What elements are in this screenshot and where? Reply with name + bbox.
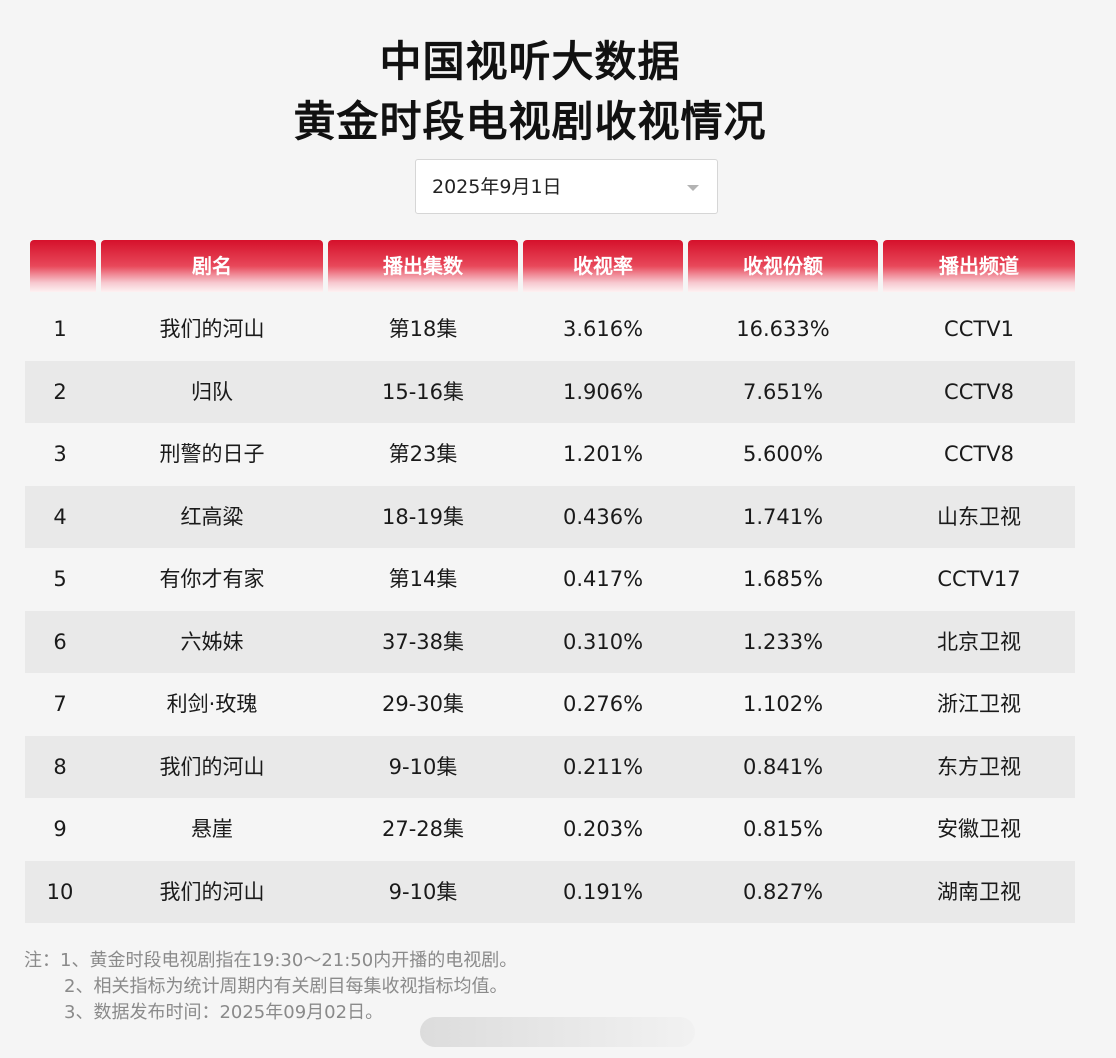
date-select[interactable]: 2025年9月1日 — [415, 159, 718, 214]
cell-channel: 北京卫视 — [937, 630, 1021, 654]
cell-rating: 0.310% — [562, 630, 644, 654]
cell-rank: 1 — [53, 317, 67, 341]
cell-name: 有你才有家 — [159, 567, 265, 591]
cell-rank: 6 — [53, 630, 67, 654]
cell-name: 刑警的日子 — [159, 442, 265, 466]
date-select-value: 2025年9月1日 — [432, 176, 562, 198]
cell-rank: 2 — [53, 380, 67, 404]
table-row: 8 我们的河山 9-10集 0.211% 0.841% 东方卫视 — [25, 736, 1075, 798]
header-episodes: 播出集数 — [328, 240, 518, 292]
header-rank — [30, 240, 96, 292]
cell-name: 六姊妹 — [180, 630, 244, 654]
cell-name: 悬崖 — [191, 817, 233, 841]
cell-channel: 东方卫视 — [937, 755, 1021, 779]
cell-share: 1.233% — [742, 630, 824, 654]
cell-name: 红高粱 — [180, 505, 244, 529]
cell-episodes: 27-28集 — [381, 817, 465, 841]
cell-episodes: 37-38集 — [381, 630, 465, 654]
cell-share: 1.102% — [742, 692, 824, 716]
cell-rating: 0.191% — [562, 880, 644, 904]
cell-rank: 4 — [53, 505, 67, 529]
cell-episodes: 15-16集 — [381, 380, 465, 404]
cell-share: 1.741% — [742, 505, 824, 529]
header-name: 剧名 — [101, 240, 323, 292]
cell-channel: CCTV8 — [944, 442, 1014, 466]
table-row: 7 利剑·玫瑰 29-30集 0.276% 1.102% 浙江卫视 — [25, 673, 1075, 735]
cell-rating: 3.616% — [562, 317, 644, 341]
cell-channel: 浙江卫视 — [937, 692, 1021, 716]
cell-episodes: 9-10集 — [388, 755, 458, 779]
watermark — [420, 1017, 695, 1047]
cell-channel: CCTV1 — [944, 317, 1014, 341]
cell-channel: 安徽卫视 — [937, 817, 1021, 841]
cell-channel: 湖南卫视 — [937, 880, 1021, 904]
footnote-2: 2、相关指标为统计周期内有关剧目每集收视指标均值。 — [64, 976, 508, 997]
cell-share: 0.841% — [742, 755, 824, 779]
cell-episodes: 29-30集 — [381, 692, 465, 716]
cell-name: 我们的河山 — [159, 755, 265, 779]
cell-channel: 山东卫视 — [937, 505, 1021, 529]
header-channel: 播出频道 — [883, 240, 1075, 292]
cell-name: 归队 — [191, 380, 233, 404]
cell-rank: 8 — [53, 755, 67, 779]
table-row: 1 我们的河山 第18集 3.616% 16.633% CCTV1 — [25, 298, 1075, 360]
cell-rank: 9 — [53, 817, 67, 841]
footnote-1: 注：1、黄金时段电视剧指在19:30～21:50内开播的电视剧。 — [24, 950, 518, 971]
cell-share: 5.600% — [742, 442, 824, 466]
cell-episodes: 第23集 — [388, 442, 458, 466]
table-row: 5 有你才有家 第14集 0.417% 1.685% CCTV17 — [25, 548, 1075, 610]
table-row: 4 红高粱 18-19集 0.436% 1.741% 山东卫视 — [25, 486, 1075, 548]
cell-episodes: 第18集 — [388, 317, 458, 341]
cell-share: 1.685% — [742, 567, 824, 591]
cell-channel: CCTV17 — [937, 567, 1021, 591]
footnotes: 注：1、黄金时段电视剧指在19:30～21:50内开播的电视剧。 2、相关指标为… — [24, 948, 517, 1026]
cell-rating: 1.906% — [562, 380, 644, 404]
cell-share: 0.815% — [742, 817, 824, 841]
cell-name: 我们的河山 — [159, 317, 265, 341]
page-title: 中国视听大数据 — [379, 37, 681, 86]
cell-episodes: 第14集 — [388, 567, 458, 591]
footnote-3: 3、数据发布时间：2025年09月02日。 — [64, 1002, 384, 1023]
cell-rating: 0.276% — [562, 692, 644, 716]
table-row: 6 六姊妹 37-38集 0.310% 1.233% 北京卫视 — [25, 611, 1075, 673]
cell-rating: 0.211% — [562, 755, 644, 779]
cell-share: 16.633% — [736, 317, 830, 341]
cell-rank: 3 — [53, 442, 67, 466]
cell-share: 0.827% — [742, 880, 824, 904]
cell-rating: 0.417% — [562, 567, 644, 591]
cell-channel: CCTV8 — [944, 380, 1014, 404]
header-share: 收视份额 — [688, 240, 878, 292]
table-row: 2 归队 15-16集 1.906% 7.651% CCTV8 — [25, 361, 1075, 423]
chevron-down-icon[interactable] — [687, 185, 699, 191]
table-row: 3 刑警的日子 第23集 1.201% 5.600% CCTV8 — [25, 423, 1075, 485]
cell-rating: 0.436% — [562, 505, 644, 529]
cell-name: 利剑·玫瑰 — [166, 692, 258, 716]
cell-rank: 5 — [53, 567, 67, 591]
cell-rank: 7 — [53, 692, 67, 716]
cell-rank: 10 — [46, 880, 74, 904]
cell-name: 我们的河山 — [159, 880, 265, 904]
header-rating: 收视率 — [523, 240, 683, 292]
cell-rating: 1.201% — [562, 442, 644, 466]
page-subtitle: 黄金时段电视剧收视情况 — [293, 97, 767, 146]
cell-share: 7.651% — [742, 380, 824, 404]
cell-episodes: 18-19集 — [381, 505, 465, 529]
cell-rating: 0.203% — [562, 817, 644, 841]
table-row: 9 悬崖 27-28集 0.203% 0.815% 安徽卫视 — [25, 798, 1075, 860]
table-row: 10 我们的河山 9-10集 0.191% 0.827% 湖南卫视 — [25, 861, 1075, 923]
cell-episodes: 9-10集 — [388, 880, 458, 904]
